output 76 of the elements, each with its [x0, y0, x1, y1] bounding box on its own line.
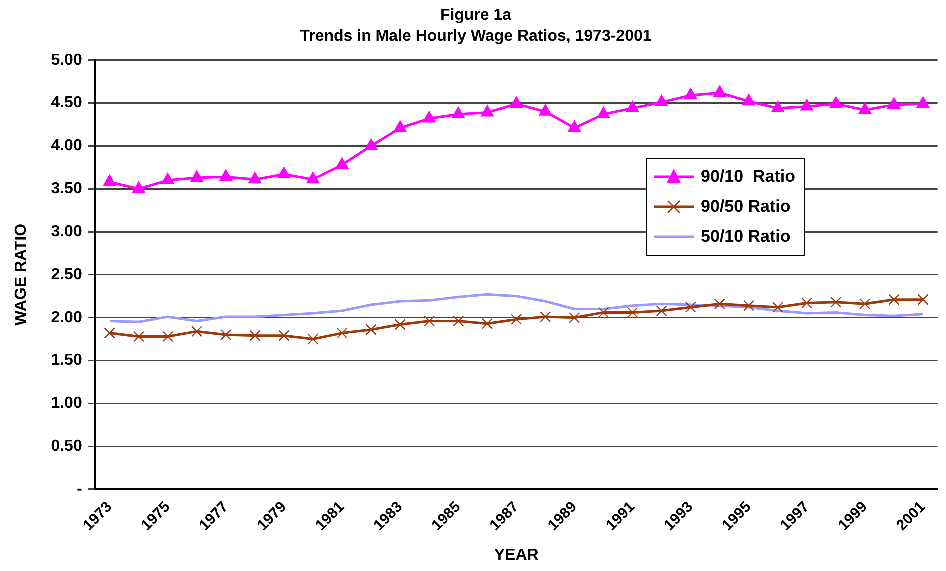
point — [540, 311, 552, 323]
point — [278, 330, 290, 342]
y-tick-label: - — [77, 480, 82, 498]
point — [569, 312, 580, 324]
point — [220, 170, 233, 182]
point — [714, 298, 726, 310]
point — [220, 329, 232, 341]
point — [190, 170, 204, 182]
point — [860, 298, 871, 310]
point — [480, 105, 494, 117]
point — [743, 300, 755, 312]
y-tick-label: 4.00 — [51, 138, 82, 155]
point — [598, 307, 610, 318]
point — [308, 334, 319, 345]
point — [424, 316, 435, 327]
point — [627, 307, 638, 318]
point — [191, 326, 203, 338]
point — [800, 99, 814, 111]
y-tick-label: 0.50 — [51, 438, 82, 455]
point — [250, 330, 261, 342]
point — [161, 173, 175, 185]
legend-label: 90/10 Ratio — [701, 167, 796, 187]
point — [510, 96, 524, 108]
y-tick-label: 2.00 — [51, 309, 82, 326]
legend-label: 90/50 Ratio — [701, 197, 791, 217]
y-tick-label: 1.00 — [51, 395, 82, 412]
point — [684, 88, 698, 100]
y-tick-label: 4.50 — [51, 94, 82, 112]
point — [394, 319, 406, 330]
point — [568, 120, 582, 132]
chart-title: Figure 1a — [440, 7, 512, 24]
y-tick-label: 2.50 — [51, 266, 82, 284]
point — [771, 100, 785, 112]
point — [162, 331, 174, 342]
point — [916, 96, 930, 108]
point — [366, 324, 377, 336]
point — [772, 302, 784, 314]
point — [656, 305, 668, 317]
point — [248, 172, 262, 184]
y-tick-label: 5.00 — [51, 52, 82, 69]
point — [830, 96, 843, 108]
point — [918, 294, 929, 306]
point — [452, 316, 464, 327]
point — [278, 167, 291, 179]
chart-subtitle: Trends in Male Hourly Wage Ratios, 1973-2001 — [300, 28, 652, 46]
point — [685, 302, 696, 314]
point — [539, 104, 552, 116]
point — [655, 94, 668, 106]
point — [626, 100, 640, 112]
point — [422, 111, 436, 123]
point — [888, 294, 900, 306]
point — [888, 98, 901, 110]
point — [482, 318, 494, 330]
point — [713, 86, 726, 98]
point — [858, 102, 872, 114]
point — [104, 328, 116, 339]
point — [830, 296, 842, 308]
point — [336, 328, 348, 339]
point — [802, 298, 813, 309]
point — [742, 94, 756, 106]
point — [452, 106, 466, 118]
legend-label: 50/10 Ratio — [701, 227, 791, 247]
y-tick-label: 3.50 — [51, 180, 82, 198]
point — [597, 106, 610, 118]
point — [364, 138, 378, 150]
point — [103, 174, 116, 186]
y-axis-title: WAGE RATIO — [13, 224, 30, 326]
point — [336, 158, 349, 170]
point — [132, 182, 146, 194]
point — [133, 331, 144, 342]
point — [394, 120, 407, 132]
point — [511, 314, 522, 326]
point — [306, 172, 320, 184]
y-tick-label: 1.50 — [51, 352, 82, 370]
x-axis-title: YEAR — [494, 546, 540, 564]
y-tick-label: 3.00 — [51, 223, 82, 240]
